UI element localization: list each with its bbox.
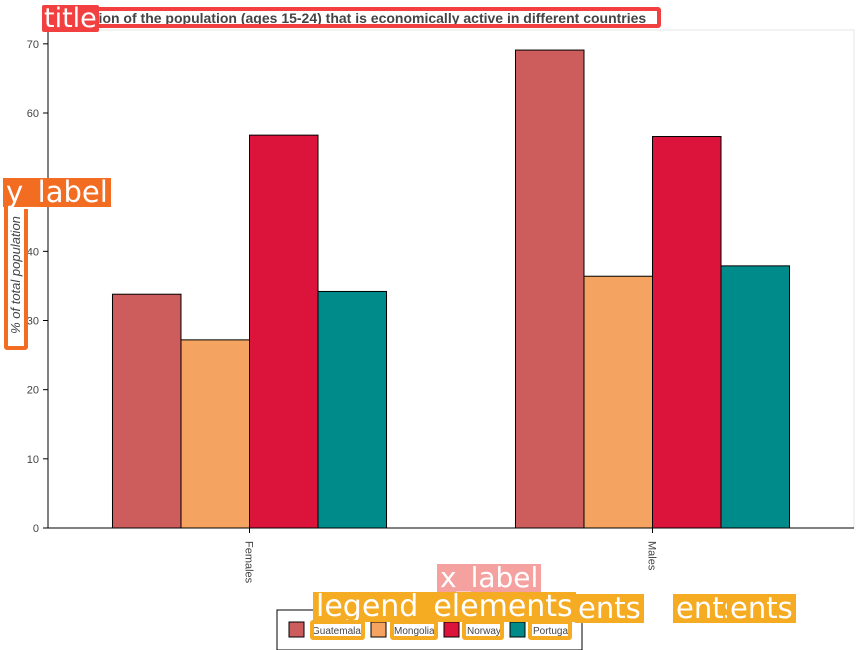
legend-annotation-tag-4: ents	[727, 594, 796, 623]
legend-item-frame-2	[390, 620, 438, 640]
y-tick-label: 70	[27, 39, 39, 51]
legend-item-frame-1	[310, 620, 365, 640]
legend-annotation-tag-2: ents	[575, 594, 644, 623]
legend-label-mongolia: Mongolia	[394, 626, 435, 637]
bar-guatemala-males	[514, 49, 585, 529]
bar-norway-females	[249, 134, 319, 529]
legend-swatch-norway	[443, 621, 460, 638]
y-tick-label: 30	[27, 316, 39, 328]
legend-label-portugal: Portugal	[533, 626, 570, 637]
bar-norway-males	[652, 136, 722, 529]
title-annotation-tag: title	[42, 3, 99, 34]
ylabel-annotation-tag: y_label	[3, 178, 111, 207]
y-axis-label: % of total population	[8, 216, 23, 334]
y-tick-label: 20	[27, 385, 39, 397]
bar-guatemala-females	[111, 293, 182, 529]
ylabel-annotation-frame	[4, 199, 28, 350]
y-tick-label: 60	[27, 108, 39, 120]
xlabel-annotation-tag: x_label	[437, 564, 542, 592]
legend-swatch-portugal	[509, 621, 526, 638]
x-axis: Females Males	[243, 528, 658, 584]
x-category-label: Males	[646, 541, 658, 571]
legend-label-guatemala: Guatemala	[312, 626, 361, 637]
y-axis: 010203040506070	[27, 39, 48, 535]
legend-item-frame-4	[528, 620, 572, 640]
y-tick-label: 40	[27, 246, 39, 258]
chart-title: Proportion of the population (ages 15-24…	[48, 10, 646, 26]
bar-mongolia-males	[583, 275, 653, 529]
legend-label-norway: Norway	[467, 626, 501, 637]
title-annotation-frame	[44, 7, 661, 28]
legend-swatch-guatemala	[288, 621, 305, 638]
y-tick-label: 10	[27, 454, 39, 466]
legend-swatch-mongolia	[370, 621, 387, 638]
x-category-label: Females	[243, 541, 255, 584]
bar-mongolia-females	[180, 339, 251, 529]
bars-group	[111, 49, 791, 529]
y-tick-label: 0	[33, 523, 39, 535]
legend-annotation-tag: legend_elements	[313, 592, 576, 622]
bar-portugal-females	[317, 290, 388, 529]
bar-portugal-males	[720, 265, 791, 529]
legend-item-frame-3	[462, 620, 504, 640]
